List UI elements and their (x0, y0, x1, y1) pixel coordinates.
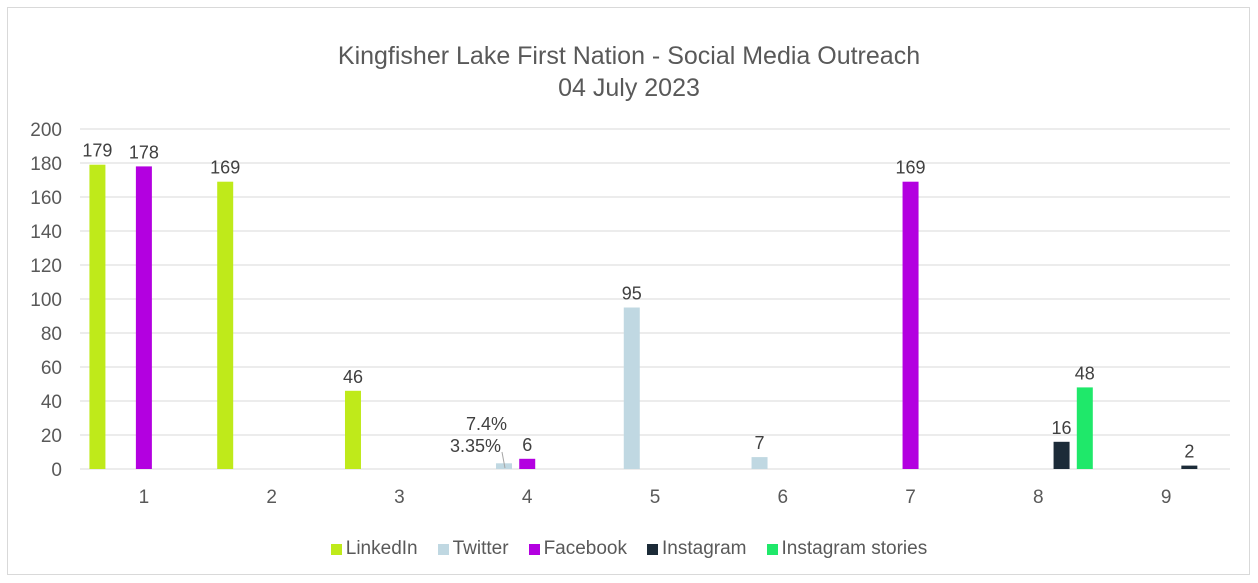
chart-frame (7, 7, 1250, 575)
x-tick-label: 8 (1033, 487, 1044, 508)
data-label: 48 (1075, 363, 1095, 383)
y-tick-label: 200 (30, 120, 62, 141)
legend-item: Instagram (647, 538, 747, 560)
legend-swatch (528, 543, 540, 555)
data-label: 169 (210, 158, 240, 178)
y-tick-label: 80 (41, 324, 62, 345)
bar-instagram (1181, 465, 1198, 469)
x-tick-label: 7 (905, 487, 916, 508)
data-label: 6 (522, 435, 532, 455)
bar-facebook (519, 458, 536, 469)
legend-swatch (330, 543, 342, 555)
y-tick-label: 20 (41, 426, 62, 447)
x-tick-label: 4 (522, 487, 533, 508)
annotation-label: 3.35% (450, 436, 501, 456)
y-tick-label: 140 (30, 222, 62, 243)
y-tick-label: 100 (30, 290, 62, 311)
leader-line (501, 451, 506, 469)
data-label: 179 (82, 141, 112, 161)
legend-swatch (437, 543, 449, 555)
x-tick-label: 3 (394, 487, 405, 508)
y-tick-label: 60 (41, 358, 62, 379)
legend-label: Instagram stories (781, 538, 928, 559)
legend-label: Instagram (662, 538, 747, 559)
bar-facebook (902, 181, 919, 469)
legend-label: Facebook (543, 538, 628, 559)
y-tick-label: 160 (30, 188, 62, 209)
bar-twitter (495, 463, 512, 469)
y-tick-label: 180 (30, 154, 62, 175)
x-tick-label: 1 (139, 487, 150, 508)
legend-item: Twitter (437, 538, 509, 560)
legend-swatch (647, 543, 659, 555)
legend-label: LinkedIn (345, 538, 418, 559)
bar-twitter (623, 307, 640, 469)
data-label: 178 (129, 142, 159, 162)
bar-linkedin (217, 181, 234, 469)
data-label: 16 (1052, 418, 1072, 438)
data-label: 46 (343, 367, 363, 387)
legend-label: Twitter (452, 538, 509, 559)
x-tick-label: 2 (266, 487, 277, 508)
y-tick-label: 120 (30, 256, 62, 277)
bar-instagram-stories (1076, 387, 1093, 469)
data-label: 2 (1184, 442, 1194, 462)
bar-linkedin (89, 164, 106, 469)
legend-item: Instagram stories (766, 538, 928, 560)
data-label: 7 (755, 433, 765, 453)
bar-instagram (1053, 441, 1070, 469)
y-tick-label: 0 (51, 460, 62, 481)
data-label: 95 (622, 284, 642, 304)
data-label: 169 (896, 158, 926, 178)
bar-facebook (135, 166, 152, 469)
chart-title: Kingfisher Lake First Nation - Social Me… (337, 42, 921, 70)
legend-item: Facebook (528, 538, 628, 560)
x-tick-label: 5 (650, 487, 661, 508)
bar-twitter (751, 457, 768, 469)
annotation-label: 7.4% (466, 414, 507, 434)
chart-subtitle: 04 July 2023 (558, 74, 700, 102)
legend-item: LinkedIn (330, 538, 418, 560)
x-tick-label: 6 (777, 487, 788, 508)
x-tick-label: 9 (1161, 487, 1172, 508)
bar-linkedin (344, 390, 361, 469)
y-tick-label: 40 (41, 392, 62, 413)
chart-legend: LinkedIn Twitter Facebook Instagram Instagra… (0, 535, 1258, 563)
legend-swatch (766, 543, 778, 555)
